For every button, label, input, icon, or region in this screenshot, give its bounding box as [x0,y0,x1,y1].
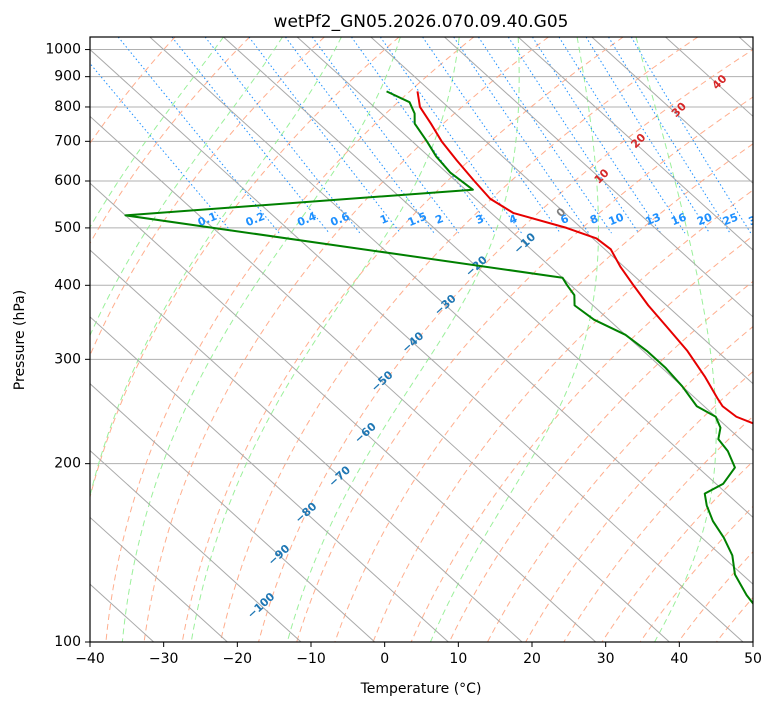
mixing-ratio-line [90,62,233,234]
isotherm-line [591,37,753,184]
dewpoint-profile-line [124,90,753,606]
y-tick-label: 700 [54,133,81,149]
mixing-ratio-label: 13 [644,211,663,229]
isotherm-line [370,37,753,385]
temperature-profile-line [416,91,753,425]
isotherm-line [149,37,753,585]
mixing-ratio-label: 30 [747,210,766,228]
dry-adiabat-line [90,37,325,357]
mixing-ratio-label: 3 [474,212,486,227]
isotherm-line [90,449,302,642]
mixing-ratio-label: 1 [378,212,390,227]
dry-adiabat-line [601,460,753,642]
isotherm-line [90,249,523,642]
dry-adiabat-line [372,189,753,642]
dry-adiabat-line [105,37,475,642]
isotherm-line [90,182,597,642]
x-tick-label: 20 [523,651,541,667]
dry-adiabat-line [639,505,753,642]
mixing-ratio-label: 2 [433,212,445,227]
x-tick-label: −10 [296,651,326,667]
mixing-ratio-line [204,37,361,234]
mixing-ratio-line [585,37,711,234]
y-tick-label: 400 [54,277,81,293]
mixing-ratio-line [532,37,662,234]
x-tick-label: 30 [597,651,615,667]
y-tick-label: 300 [54,351,81,367]
x-tick-label: 10 [449,651,467,667]
mixing-ratio-line [507,37,640,234]
x-axis-label: Temperature (°C) [360,681,482,697]
mixing-ratio-line [351,37,496,234]
mixing-ratio-line [248,37,401,234]
isotherm-line [444,37,753,318]
y-tick-label: 200 [54,456,81,472]
mixing-ratio-line [558,37,686,234]
mixing-ratio-label: 10 [607,210,626,228]
y-tick-label: 1000 [45,42,81,58]
moist-adiabat-line [90,37,224,229]
dry-adiabat-line [525,370,753,642]
dry-adiabat-line [296,96,753,642]
y-tick-label: 600 [54,173,81,189]
plot-frame [89,36,754,643]
dry-adiabat-line [334,143,753,642]
x-tick-label: 40 [670,651,688,667]
mixing-ratio-line [311,37,460,234]
plot-area: −100−90−80−70−60−50−40−30−20−10010203040… [90,37,766,642]
mixing-ratio-line [630,37,752,234]
mixing-ratio-line [608,37,731,234]
y-axis-ticks: 100 200 300 400 500 600 700 800 900 1000 [45,42,90,650]
isotherm-line [90,48,744,642]
mixing-ratio-label: 25 [721,211,740,229]
isotherm-line [223,37,753,519]
dry-adiabats [90,37,753,642]
x-tick-label: −40 [75,651,105,667]
y-tick-label: 800 [54,99,81,115]
moist-adiabat-line [190,37,460,642]
x-tick-label: 0 [380,651,389,667]
isotherm-line [90,115,670,642]
mixing-ratio-line [453,37,590,234]
moist-adiabat-line [635,37,717,642]
mixing-ratio-label: 20 [695,210,714,228]
x-axis-ticks: −40 −30 −20 −10 0 10 20 30 40 50 [75,642,762,667]
isotherm-line [517,37,753,251]
y-tick-label: 500 [54,220,81,236]
mixing-ratio-label: 16 [669,210,688,228]
mixing-ratio-label: 8 [588,212,600,227]
chart-title: wetPf2_GN05.2026.070.09.40.G05 [274,12,569,32]
pressure-grid [90,49,753,642]
moist-adiabat-line [90,37,342,498]
x-tick-label: −30 [149,651,179,667]
mixing-ratio-line [422,37,561,234]
y-tick-label: 900 [54,69,81,85]
dry-adiabat-line [448,280,753,642]
mixing-ratio-line [478,37,612,234]
x-tick-label: 50 [744,651,762,667]
dry-adiabat-line [143,37,549,642]
isotherm-line [90,383,376,642]
dry-adiabat-line [181,37,624,642]
dry-adiabat-line [219,37,699,642]
sounding-profiles [124,90,753,606]
y-axis-label: Pressure (hPa) [12,290,28,390]
dry-adiabat-line [487,325,753,642]
isotherm-line [90,316,449,642]
moist-adiabat-line [429,37,599,642]
moist-adiabat-line [90,37,283,337]
x-tick-label: −20 [223,651,253,667]
y-tick-label: 100 [54,634,81,650]
moist-adiabat-line [286,37,520,642]
isotherm-line [90,516,228,642]
dry-adiabat-line [90,37,400,500]
dry-adiabat-line [90,37,251,245]
